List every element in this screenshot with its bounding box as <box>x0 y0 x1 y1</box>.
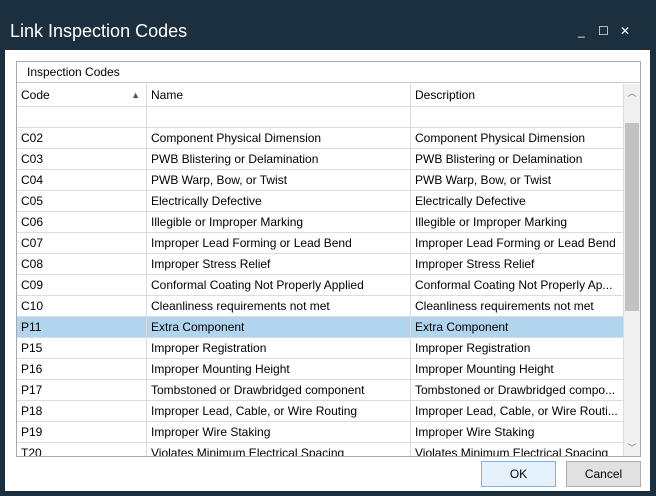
cell-code <box>17 107 147 127</box>
cell-code: P17 <box>17 380 147 400</box>
table-row[interactable]: C02 Component Physical Dimension Component… <box>17 128 624 149</box>
cell-name: Extra Component <box>147 317 411 337</box>
cell-name: Improper Lead, Cable, or Wire Routing <box>147 401 411 421</box>
cell-description: Component Physical Dimension <box>411 128 624 148</box>
group-title: Inspection Codes <box>17 62 640 83</box>
cell-name: Improper Lead Forming or Lead Bend <box>147 233 411 253</box>
cell-description: Illegible or Improper Marking <box>411 212 624 232</box>
table-row[interactable]: C10 Cleanliness requirements not met Clean… <box>17 296 624 317</box>
scrollbar-thumb[interactable] <box>625 123 639 311</box>
cell-code: C10 <box>17 296 147 316</box>
cell-name: Improper Mounting Height <box>147 359 411 379</box>
cell-description: Improper Lead Forming or Lead Bend <box>411 233 624 253</box>
cell-description: Improper Mounting Height <box>411 359 624 379</box>
table-row[interactable]: P18 Improper Lead, Cable, or Wire Routing… <box>17 401 624 422</box>
cell-name: Improper Wire Staking <box>147 422 411 442</box>
cell-description <box>411 107 624 127</box>
table-row[interactable]: P17 Tombstoned or Drawbridged component To… <box>17 380 624 401</box>
close-button[interactable]: ✕ <box>620 24 631 38</box>
cell-name: Conformal Coating Not Properly Applied <box>147 275 411 295</box>
cell-name: PWB Warp, Bow, or Twist <box>147 170 411 190</box>
cell-name <box>147 107 411 127</box>
cell-description: Violates Minimum Electrical Spacing <box>411 443 624 456</box>
minimize-button[interactable]: _ <box>578 24 585 38</box>
column-label: Code <box>21 88 50 102</box>
cell-code: C04 <box>17 170 147 190</box>
cell-code: C06 <box>17 212 147 232</box>
table-row[interactable]: T20 Violates Minimum Electrical Spacing Vi… <box>17 443 624 456</box>
cell-code: P11 <box>17 317 147 337</box>
column-header-name[interactable]: Name <box>147 84 411 106</box>
ok-button[interactable]: OK <box>481 461 556 487</box>
table-row[interactable]: C08 Improper Stress Relief Improper Stress… <box>17 254 624 275</box>
grid-header: Code ▲ Name Description <box>17 84 624 107</box>
cell-code: P19 <box>17 422 147 442</box>
table-row[interactable]: C09 Conformal Coating Not Properly Applie… <box>17 275 624 296</box>
cell-name: Illegible or Improper Marking <box>147 212 411 232</box>
codes-grid: Code ▲ Name Description C02 Component Phys… <box>17 84 624 456</box>
cell-code: C08 <box>17 254 147 274</box>
cell-description: Conformal Coating Not Properly Ap... <box>411 275 624 295</box>
column-header-description[interactable]: Description <box>411 84 624 106</box>
cell-code: P18 <box>17 401 147 421</box>
cell-name: PWB Blistering or Delamination <box>147 149 411 169</box>
cancel-button[interactable]: Cancel <box>566 461 641 487</box>
maximize-button[interactable]: ☐ <box>598 24 609 38</box>
table-row[interactable]: P11 Extra Component Extra Component <box>17 317 624 338</box>
cell-code: C02 <box>17 128 147 148</box>
sort-ascending-icon: ▲ <box>131 90 140 100</box>
cell-description: PWB Blistering or Delamination <box>411 149 624 169</box>
scroll-up-icon[interactable]: ︿ <box>627 88 637 98</box>
cell-description: Improper Lead, Cable, or Wire Routi... <box>411 401 624 421</box>
window-title: Link Inspection Codes <box>10 21 188 41</box>
scroll-down-icon[interactable]: ﹀ <box>627 443 637 453</box>
table-row[interactable]: P15 Improper Registration Improper Registr… <box>17 338 624 359</box>
table-row[interactable]: C04 PWB Warp, Bow, or Twist PWB Warp, Bow,… <box>17 170 624 191</box>
table-row[interactable] <box>17 107 624 128</box>
cell-description: Electrically Defective <box>411 191 624 211</box>
column-header-code[interactable]: Code ▲ <box>17 84 147 106</box>
cell-description: Extra Component <box>411 317 624 337</box>
cell-description: Cleanliness requirements not met <box>411 296 624 316</box>
cell-name: Improper Registration <box>147 338 411 358</box>
table-row[interactable]: C06 Illegible or Improper Marking Illegibl… <box>17 212 624 233</box>
dialog-content: Inspection Codes Code ▲ Name Description … <box>5 50 650 491</box>
table-row[interactable]: P19 Improper Wire Staking Improper Wire St… <box>17 422 624 443</box>
cell-name: Tombstoned or Drawbridged component <box>147 380 411 400</box>
inspection-codes-group: Inspection Codes Code ▲ Name Description … <box>16 61 641 457</box>
table-row[interactable]: P16 Improper Mounting Height Improper Moun… <box>17 359 624 380</box>
cell-description: PWB Warp, Bow, or Twist <box>411 170 624 190</box>
cell-code: C07 <box>17 233 147 253</box>
cell-description: Improper Stress Relief <box>411 254 624 274</box>
cell-code: P16 <box>17 359 147 379</box>
cell-code: C03 <box>17 149 147 169</box>
cell-code: T20 <box>17 443 147 456</box>
vertical-scrollbar[interactable]: ︿ ﹀ <box>624 84 640 456</box>
table-row[interactable]: C05 Electrically Defective Electrically De… <box>17 191 624 212</box>
table-row[interactable]: C03 PWB Blistering or Delamination PWB Bli… <box>17 149 624 170</box>
cell-code: C09 <box>17 275 147 295</box>
cell-code: C05 <box>17 191 147 211</box>
table-row[interactable]: C07 Improper Lead Forming or Lead Bend Imp… <box>17 233 624 254</box>
cell-description: Tombstoned or Drawbridged compo... <box>411 380 624 400</box>
cell-name: Improper Stress Relief <box>147 254 411 274</box>
cell-description: Improper Wire Staking <box>411 422 624 442</box>
cell-code: P15 <box>17 338 147 358</box>
cell-name: Component Physical Dimension <box>147 128 411 148</box>
cell-name: Violates Minimum Electrical Spacing <box>147 443 411 456</box>
cell-name: Cleanliness requirements not met <box>147 296 411 316</box>
cell-name: Electrically Defective <box>147 191 411 211</box>
cell-description: Improper Registration <box>411 338 624 358</box>
